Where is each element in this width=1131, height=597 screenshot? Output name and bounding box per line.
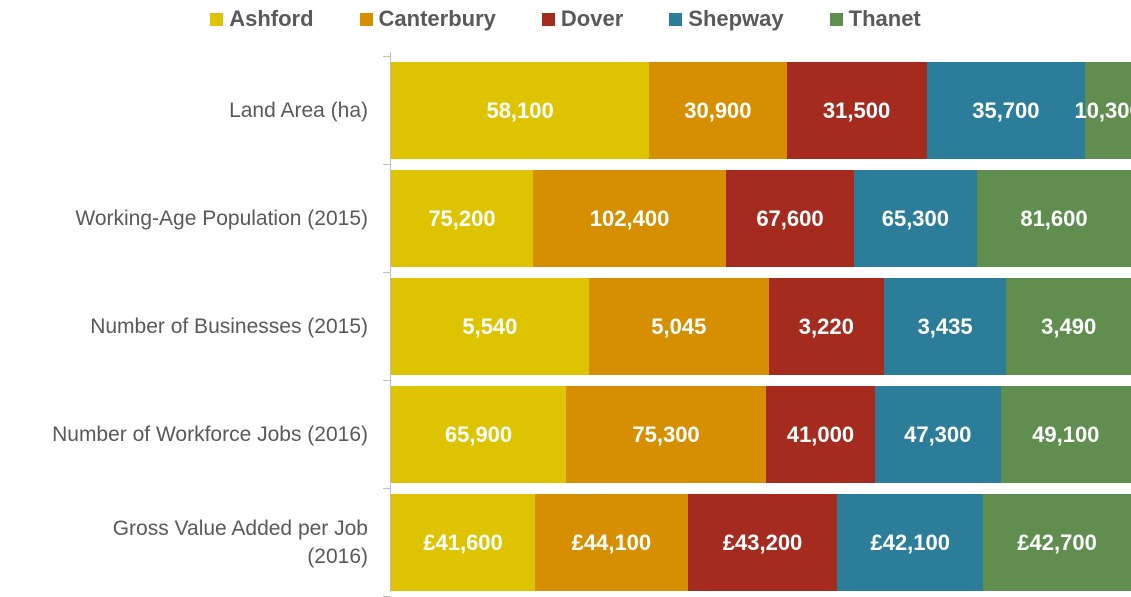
- value-label: 30,900: [684, 97, 752, 123]
- value-label: 81,600: [1020, 205, 1088, 231]
- value-label: 5,540: [462, 313, 518, 339]
- legend-label: Canterbury: [378, 6, 496, 31]
- value-label: 3,435: [917, 313, 973, 339]
- legend-item: Ashford: [210, 6, 314, 32]
- bar-segment: 58,100: [391, 62, 650, 159]
- category-axis: [390, 52, 391, 592]
- legend-item: Shepway: [669, 6, 784, 32]
- value-label: £43,200: [722, 529, 803, 555]
- axis-tick: [383, 272, 390, 273]
- category-text: Gross Value Added per Job (2016): [112, 516, 368, 568]
- category-text: Number of Workforce Jobs (2016): [52, 422, 368, 446]
- category-label: Land Area (ha): [0, 62, 368, 159]
- value-label: 58,100: [486, 97, 554, 123]
- axis-tick: [383, 164, 390, 165]
- category-label: Number of Workforce Jobs (2016): [0, 386, 368, 483]
- bar-segment: 75,300: [566, 386, 767, 483]
- value-label: 5,045: [651, 313, 707, 339]
- bar-segment: 3,220: [768, 278, 884, 375]
- bar-segment: 65,300: [853, 170, 977, 267]
- bar-segment: £42,700: [983, 494, 1131, 591]
- bar-segment: £41,600: [391, 494, 536, 591]
- value-label: 10,300: [1074, 97, 1131, 123]
- bar-segment: 10,300: [1074, 62, 1131, 159]
- bar-segment: 5,540: [391, 278, 589, 375]
- value-label: 67,600: [756, 205, 824, 231]
- value-label: 47,300: [904, 421, 972, 447]
- legend-item: Thanet: [829, 6, 921, 32]
- value-label: 65,300: [881, 205, 950, 231]
- value-label: £41,600: [423, 529, 503, 555]
- category-label: Gross Value Added per Job (2016): [0, 494, 368, 591]
- legend: Ashford Canterbury Dover Shepway Thanet: [0, 6, 1131, 32]
- bar-segment: £44,100: [535, 494, 688, 591]
- bar-segment: 102,400: [532, 170, 727, 267]
- value-label: 75,300: [632, 421, 700, 447]
- value-label: 41,000: [786, 421, 855, 447]
- bar-segment: 3,435: [883, 278, 1007, 375]
- category-text: Land Area (ha): [229, 98, 368, 122]
- value-label: 49,100: [1032, 421, 1100, 447]
- legend-item: Canterbury: [359, 6, 496, 32]
- bar-segment: 47,300: [874, 386, 1001, 483]
- legend-label: Ashford: [229, 6, 314, 31]
- value-label: £42,700: [1017, 529, 1097, 555]
- bar-segment: 41,000: [766, 386, 875, 483]
- legend-swatch: [541, 12, 555, 26]
- bar-segment: 49,100: [1000, 386, 1131, 483]
- legend-label: Thanet: [848, 6, 921, 31]
- bar-segment: £42,100: [837, 494, 984, 591]
- category-label: Number of Businesses (2015): [0, 278, 368, 375]
- legend-swatch: [359, 12, 373, 26]
- value-label: £44,100: [571, 529, 652, 555]
- bar-segment: 35,700: [926, 62, 1086, 159]
- legend-swatch: [669, 12, 683, 26]
- bar-segment: 5,045: [588, 278, 769, 375]
- bar-segment: 65,900: [391, 386, 567, 483]
- value-label: 102,400: [589, 205, 670, 231]
- category-label: Working-Age Population (2015): [0, 170, 368, 267]
- bar-segment: 3,490: [1006, 278, 1131, 375]
- value-label: £42,100: [870, 529, 950, 555]
- legend-label: Dover: [560, 6, 624, 31]
- bar-segment: 30,900: [649, 62, 787, 159]
- axis-tick: [383, 488, 390, 489]
- value-label: 35,700: [972, 97, 1040, 123]
- bar-segment: 67,600: [726, 170, 854, 267]
- category-text: Number of Businesses (2015): [90, 314, 368, 338]
- axis-tick: [383, 56, 390, 57]
- value-label: 31,500: [822, 97, 891, 123]
- legend-swatch: [829, 12, 843, 26]
- bar-segment: 31,500: [786, 62, 927, 159]
- value-label: 3,490: [1041, 313, 1097, 339]
- bar-segment: 75,200: [391, 170, 533, 267]
- bar-segment: £43,200: [687, 494, 838, 591]
- category-text: Working-Age Population (2015): [75, 206, 368, 230]
- value-label: 3,220: [798, 313, 854, 339]
- legend-swatch: [210, 12, 224, 26]
- bar-segment: 81,600: [976, 170, 1131, 267]
- legend-label: Shepway: [688, 6, 784, 31]
- legend-item: Dover: [541, 6, 624, 32]
- axis-tick: [383, 380, 390, 381]
- value-label: 75,200: [428, 205, 496, 231]
- value-label: 65,900: [444, 421, 513, 447]
